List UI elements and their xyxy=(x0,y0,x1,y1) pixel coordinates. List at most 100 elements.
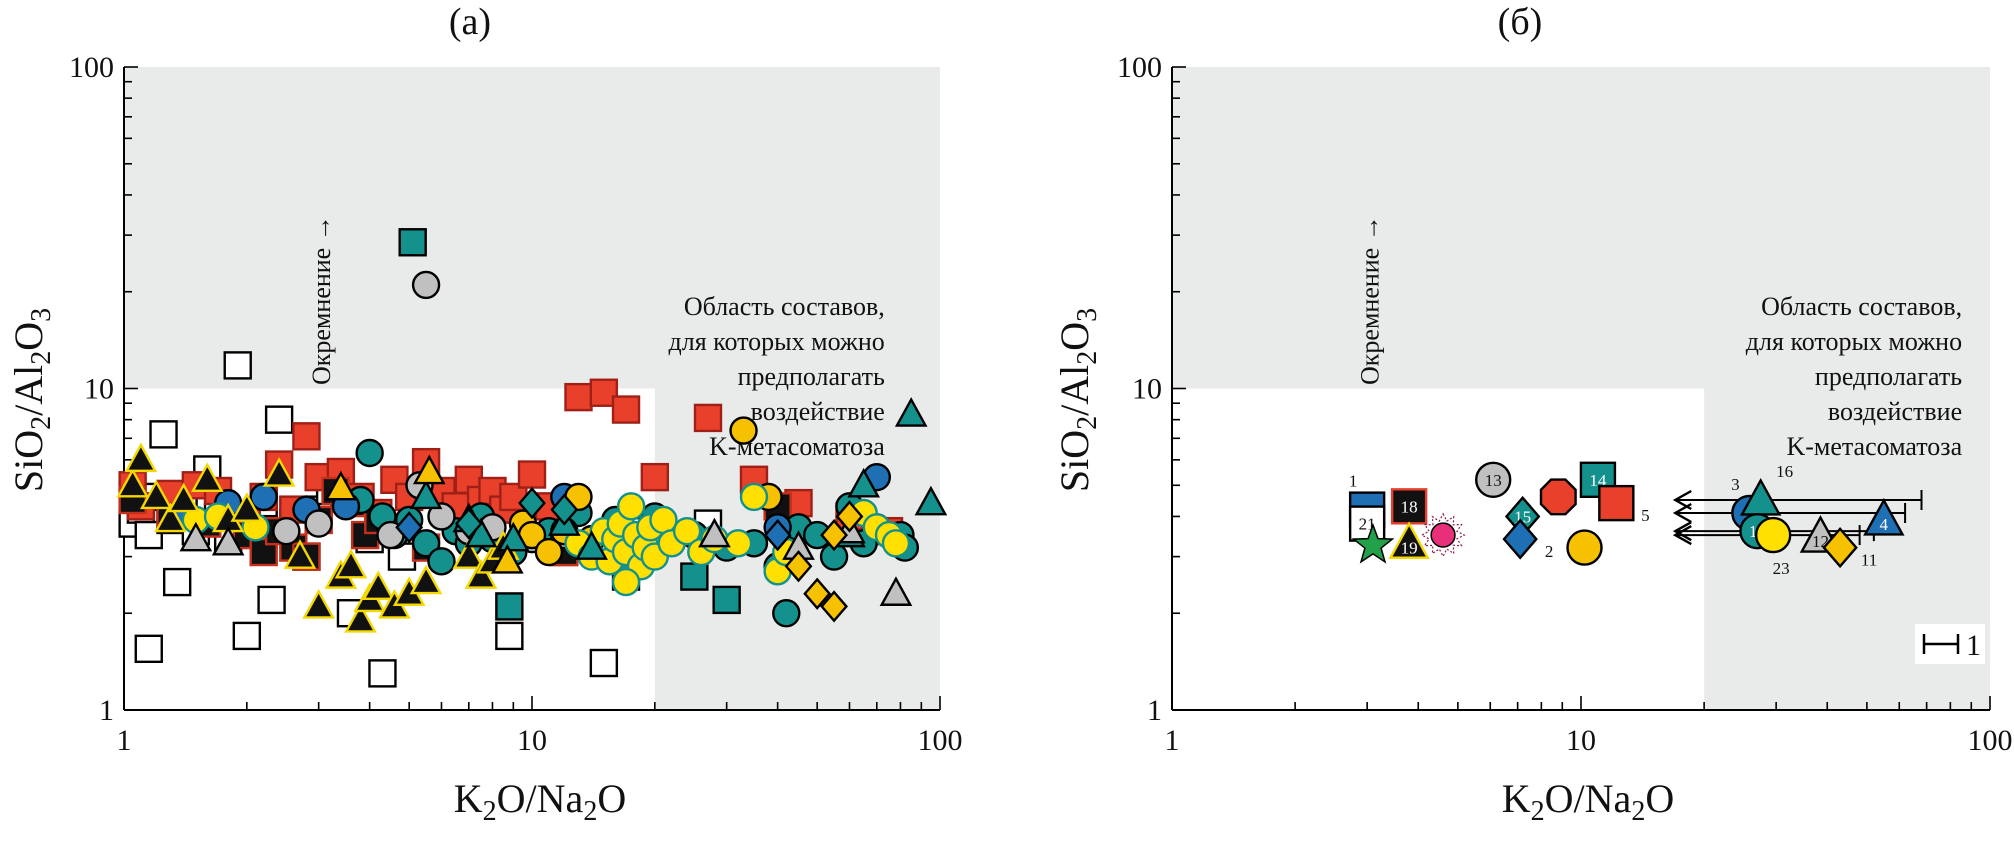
data-point-b-21 xyxy=(1348,505,1386,542)
panel-b-title: (б) xyxy=(1498,1,1543,43)
error-bar-arrow xyxy=(1672,489,1692,511)
data-point-a-circle xyxy=(304,509,333,538)
data-point-a-triangle xyxy=(409,564,443,595)
data-label-b: 2 xyxy=(1545,542,1554,561)
data-point-a-square xyxy=(640,462,670,492)
data-point-a-triangle xyxy=(324,470,358,501)
x-axis-label-a: K2O/Na2O xyxy=(454,776,626,827)
data-point-a-circle xyxy=(739,482,769,512)
y-tick-label-a: 1 xyxy=(99,694,114,727)
plot-area-b: 1 10 100 1 10 100 Область составов, для которых… xyxy=(1117,51,2013,757)
data-point-a-circle xyxy=(249,482,278,512)
data-point-a-square xyxy=(693,403,723,433)
data-point-a-square xyxy=(495,592,524,621)
data-point-a-triangle xyxy=(190,462,224,493)
data-point-a-triangle xyxy=(847,467,880,498)
data-point-a-diamond xyxy=(820,590,849,623)
panel-b: (б) 1 10 100 1 10 100 Область составов, для кот… xyxy=(1052,1,2013,827)
x-tick-label-a: 1 xyxy=(117,724,132,757)
silicification-label-b: Окремнение → xyxy=(1356,215,1385,385)
x-axis-label-b: K2O/Na2O xyxy=(1502,776,1674,827)
data-point-a-diamond xyxy=(820,518,849,552)
region-note-line-b: K-метасоматоза xyxy=(1786,432,1962,461)
y-tick-label-a: 10 xyxy=(84,373,114,406)
data-point-a-diamond xyxy=(763,518,792,552)
data-point-a-square xyxy=(712,585,741,615)
data-point-a-triangle xyxy=(412,454,446,485)
data-point-a-diamond xyxy=(835,500,864,533)
data-point-b-11 xyxy=(1822,527,1858,569)
data-point-a-triangle xyxy=(879,576,913,606)
region-note-line-b: для которых можно xyxy=(1746,327,1962,356)
data-label-b: 23 xyxy=(1773,559,1790,578)
data-point-a-square xyxy=(149,420,178,449)
data-point-b-octagon xyxy=(1539,478,1577,516)
data-point-a-circle xyxy=(355,438,384,468)
data-point-a-square xyxy=(162,567,192,597)
data-point-a-circle xyxy=(427,547,456,576)
data-point-a-triangle xyxy=(914,485,948,516)
y-axis-label-b: SiO2/Al2O3 xyxy=(1052,308,1103,492)
data-point-a-triangle xyxy=(302,588,335,619)
data-point-a-triangle xyxy=(179,521,213,552)
data-point-a-triangle xyxy=(334,548,368,579)
data-point-a-diamond xyxy=(395,511,424,544)
region-note-line-b: Область составов, xyxy=(1761,292,1962,321)
data-point-a-triangle xyxy=(490,543,524,574)
region-note-line-a: для которых можно xyxy=(669,327,885,356)
data-point-a-circle xyxy=(772,599,801,628)
data-label-b: 3 xyxy=(1731,475,1740,494)
data-point-a-circle xyxy=(411,270,441,300)
plot-area-a: 1 10 100 1 10 100 Область составов, для которых… xyxy=(69,51,963,757)
data-points-b: 121181913152145316172312114 xyxy=(1348,461,1905,578)
panel-a: (a) 1 10 100 1 10 100 Область составов, для кот… xyxy=(6,1,963,827)
data-point-a-square xyxy=(134,634,163,664)
data-point-a-circle xyxy=(672,516,702,546)
data-point-a-triangle xyxy=(154,502,187,533)
x-tick-label-a: 10 xyxy=(517,724,547,757)
data-label-b: 16 xyxy=(1776,462,1793,481)
region-note-line-a: воздействие xyxy=(751,397,885,426)
data-label-b: 13 xyxy=(1485,471,1502,490)
data-point-a-circle xyxy=(723,529,753,558)
data-point-a-diamond xyxy=(803,577,832,610)
data-point-a-circle xyxy=(272,516,301,546)
error-bar-legend-label: 1 xyxy=(1966,629,1981,662)
data-point-a-triangle xyxy=(361,570,395,601)
data-point-a-triangle xyxy=(116,467,149,498)
region-note-line-a: Область составов, xyxy=(684,292,885,321)
data-point-a-circle xyxy=(729,416,758,445)
data-point-a-square xyxy=(292,422,321,451)
data-point-a-square xyxy=(398,228,427,257)
data-point-a-circle xyxy=(616,492,646,521)
data-point-a-circle xyxy=(411,529,441,558)
data-point-a-triangle xyxy=(344,602,377,633)
data-point-b-13 xyxy=(1474,461,1512,499)
data-point-a-triangle xyxy=(230,492,264,522)
data-label-b: 4 xyxy=(1880,515,1889,534)
data-point-a-square xyxy=(232,621,262,651)
panel-a-title: (a) xyxy=(449,1,491,43)
data-point-a-circle xyxy=(649,505,678,535)
data-point-a-triangle xyxy=(262,457,296,487)
data-point-a-square xyxy=(589,648,619,678)
data-point-b-23 xyxy=(1754,516,1792,554)
data-point-a-triangle xyxy=(124,442,158,473)
data-point-a-triangle xyxy=(409,479,443,510)
error-bar-arrow xyxy=(1672,525,1692,546)
data-label-b: 11 xyxy=(1861,551,1877,570)
data-point-b-19 xyxy=(1388,521,1430,559)
x-tick-label-b: 10 xyxy=(1566,724,1596,757)
data-point-a-circle xyxy=(611,567,641,597)
data-point-a-triangle xyxy=(894,397,928,427)
data-point-a-square xyxy=(249,537,278,567)
data-label-b: 1 xyxy=(1349,472,1358,491)
y-tick-label-b: 100 xyxy=(1117,51,1162,84)
data-point-a-diamond xyxy=(550,493,579,526)
x-tick-label-b: 1 xyxy=(1165,724,1180,757)
data-point-a-triangle xyxy=(497,521,530,552)
data-label-b: 18 xyxy=(1401,497,1418,516)
x-tick-label-b: 100 xyxy=(1968,724,2013,757)
silicification-label-a: Окремнение → xyxy=(307,215,336,385)
error-bar-legend-b: 1 xyxy=(1915,624,1985,664)
